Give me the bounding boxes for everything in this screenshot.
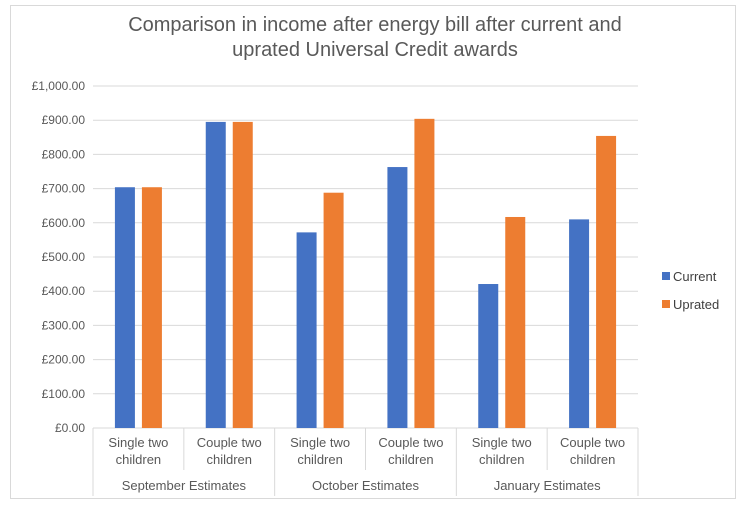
- x-category-label: Couple two: [560, 435, 625, 450]
- y-tick-label: £100.00: [42, 387, 86, 401]
- x-category-label: Single two: [290, 435, 350, 450]
- y-tick-label: £0.00: [55, 421, 85, 435]
- bar-current: [114, 187, 135, 428]
- legend-swatch-current: [662, 272, 670, 280]
- bar-current: [387, 167, 408, 428]
- bar-current: [478, 284, 499, 428]
- y-tick-label: £800.00: [42, 147, 86, 161]
- legend-swatch-uprated: [662, 300, 670, 308]
- bar-uprated: [596, 135, 617, 428]
- y-tick-label: £600.00: [42, 216, 86, 230]
- y-tick-label: £1,000.00: [32, 79, 86, 93]
- x-category-label: Couple two: [378, 435, 443, 450]
- y-tick-label: £700.00: [42, 182, 86, 196]
- chart-title: Comparison in income after energy bill a…: [0, 13, 750, 63]
- x-category-label: children: [116, 452, 162, 467]
- y-tick-label: £200.00: [42, 353, 86, 367]
- bar-uprated: [232, 121, 253, 428]
- bar-uprated: [141, 187, 162, 428]
- x-category-label: Single two: [108, 435, 168, 450]
- x-group-label: October Estimates: [312, 478, 419, 493]
- chart-title-line-1: Comparison in income after energy bill a…: [128, 14, 622, 36]
- x-category-label: children: [206, 452, 252, 467]
- x-category-label: children: [570, 452, 616, 467]
- x-category-label: children: [479, 452, 525, 467]
- y-tick-label: £900.00: [42, 113, 86, 127]
- x-category-label: children: [388, 452, 434, 467]
- y-tick-label: £400.00: [42, 284, 86, 298]
- legend-item-uprated: Uprated: [662, 290, 719, 318]
- bar-current: [296, 232, 317, 428]
- bar-uprated: [414, 118, 435, 428]
- y-tick-label: £500.00: [42, 250, 86, 264]
- x-group-label: September Estimates: [122, 478, 247, 493]
- legend-label-uprated: Uprated: [673, 296, 720, 312]
- x-group-label: January Estimates: [494, 478, 601, 493]
- bar-uprated: [505, 216, 526, 428]
- x-category-label: children: [297, 452, 343, 467]
- x-category-label: Single two: [472, 435, 532, 450]
- y-tick-label: £300.00: [42, 318, 86, 332]
- chart-title-line-2: uprated Universal Credit awards: [232, 39, 518, 61]
- legend: Current Uprated: [662, 262, 719, 318]
- legend-item-current: Current: [662, 262, 719, 290]
- bar-current: [205, 121, 226, 428]
- bar-uprated: [323, 192, 344, 428]
- legend-label-current: Current: [673, 268, 717, 284]
- bar-current: [569, 219, 590, 428]
- x-category-label: Couple two: [197, 435, 262, 450]
